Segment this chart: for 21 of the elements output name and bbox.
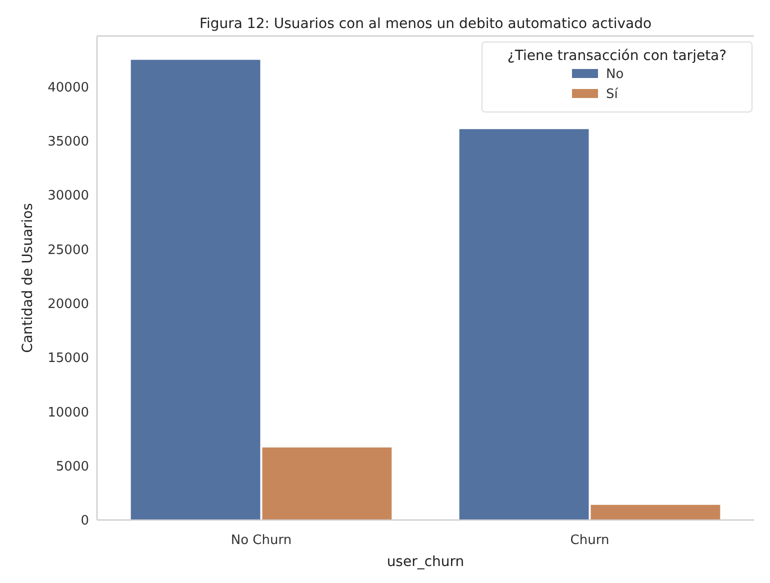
bar [459, 129, 589, 520]
y-tick-label: 40000 [48, 80, 89, 96]
y-tick-label: 35000 [48, 134, 89, 150]
y-tick-label: 30000 [48, 188, 89, 204]
bar [262, 447, 392, 520]
legend-label: Sí [606, 87, 618, 102]
x-tick-label: Churn [570, 533, 610, 548]
y-tick-label: 10000 [48, 405, 89, 420]
y-tick-label: 20000 [48, 296, 89, 312]
bar [130, 60, 260, 520]
bar [590, 504, 720, 520]
y-tick-label: 25000 [48, 242, 89, 258]
y-tick-label: 5000 [56, 459, 89, 474]
x-tick-label: No Churn [230, 533, 292, 548]
x-axis-title: user_churn [386, 554, 464, 570]
y-tick-label: 15000 [48, 351, 89, 366]
y-tick-label: 0 [80, 514, 89, 529]
legend-title: ¿Tiene transacción con tarjeta? [507, 48, 727, 64]
chart-title: Figura 12: Usuarios con al menos un debito automatico activado [199, 16, 652, 32]
y-axis-title: Cantidad de Usuarios [20, 203, 36, 353]
legend-label: No [606, 67, 624, 82]
